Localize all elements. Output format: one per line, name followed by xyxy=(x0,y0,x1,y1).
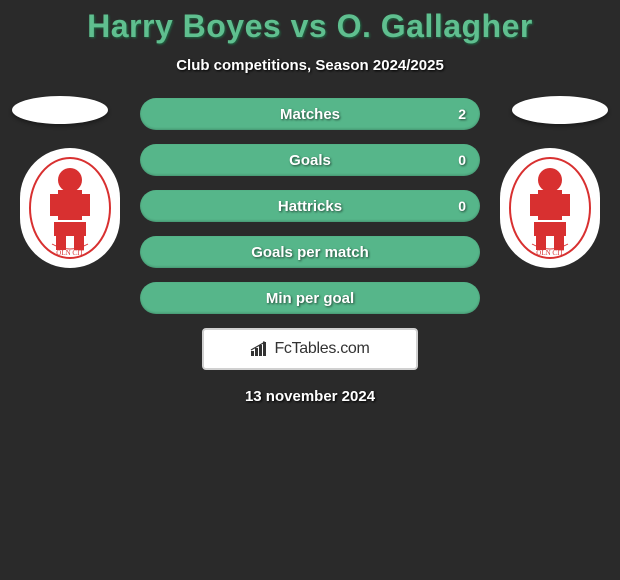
stat-row-matches: Matches 2 xyxy=(140,98,480,130)
player1-oval xyxy=(12,96,108,124)
player1-club-badge: OLN CIT xyxy=(20,148,120,268)
stat-row-hattricks: Hattricks 0 xyxy=(140,190,480,222)
snapshot-date: 13 november 2024 xyxy=(0,388,620,405)
stat-row-goals-per-match: Goals per match xyxy=(140,236,480,268)
stat-value: 0 xyxy=(458,152,466,168)
stat-label: Goals per match xyxy=(251,244,369,261)
page-title: Harry Boyes vs O. Gallagher xyxy=(0,8,620,45)
stat-label: Matches xyxy=(280,106,340,123)
svg-text:OLN CIT: OLN CIT xyxy=(56,249,84,257)
club-crest-icon: OLN CIT xyxy=(28,156,112,260)
stat-row-goals: Goals 0 xyxy=(140,144,480,176)
stat-label: Hattricks xyxy=(278,198,342,215)
club-crest-icon: OLN CIT xyxy=(508,156,592,260)
stat-rows: Matches 2 Goals 0 Hattricks 0 Goals per … xyxy=(140,96,480,314)
stat-label: Min per goal xyxy=(266,290,354,307)
stat-value: 0 xyxy=(458,198,466,214)
bar-chart-icon xyxy=(250,341,270,357)
subtitle: Club competitions, Season 2024/2025 xyxy=(0,57,620,74)
logo-text: FcTables.com xyxy=(274,340,369,358)
fctables-logo[interactable]: FcTables.com xyxy=(202,328,418,370)
stat-label: Goals xyxy=(289,152,331,169)
comparison-content: OLN CIT OLN CIT Matches 2 Go xyxy=(0,96,620,405)
player2-oval xyxy=(512,96,608,124)
stat-row-min-per-goal: Min per goal xyxy=(140,282,480,314)
svg-text:OLN CIT: OLN CIT xyxy=(536,249,564,257)
stat-value: 2 xyxy=(458,106,466,122)
player2-club-badge: OLN CIT xyxy=(500,148,600,268)
